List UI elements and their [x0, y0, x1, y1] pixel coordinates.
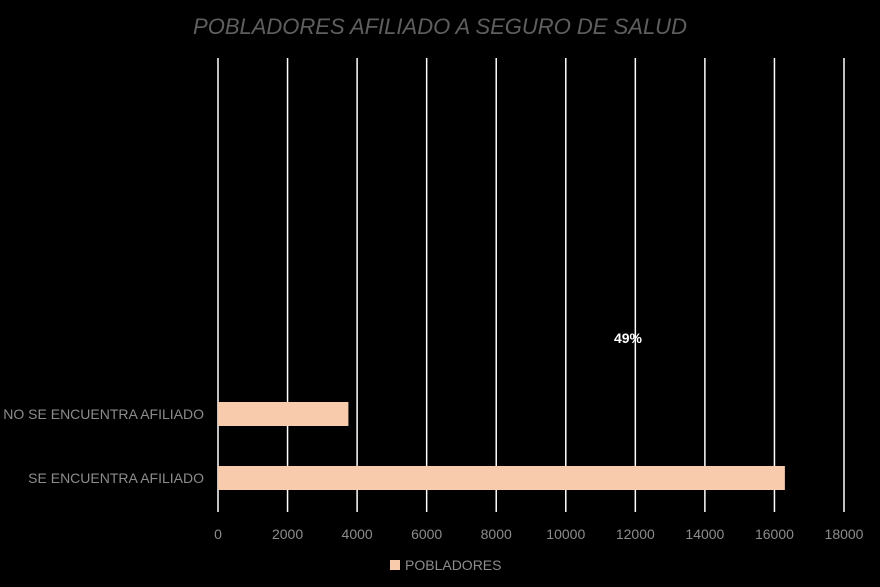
data-annotation: 49% — [614, 330, 643, 346]
legend-label: POBLADORES — [405, 557, 501, 573]
x-tick-label: 0 — [214, 526, 222, 542]
bar — [218, 466, 785, 490]
chart-title: POBLADORES AFILIADO A SEGURO DE SALUD — [193, 14, 687, 39]
x-tick-label: 2000 — [272, 526, 303, 542]
x-tick-label: 10000 — [546, 526, 585, 542]
category-label: SE ENCUENTRA AFILIADO — [28, 470, 204, 486]
category-labels: SE ENCUENTRA AFILIADO NO SE ENCUENTRA AFI… — [3, 406, 204, 486]
x-tick-label: 6000 — [411, 526, 442, 542]
bar — [218, 402, 349, 426]
legend-swatch — [390, 560, 400, 570]
x-tick-label: 4000 — [342, 526, 373, 542]
bars — [218, 402, 785, 490]
x-tick-label: 14000 — [685, 526, 724, 542]
legend: POBLADORES — [390, 557, 501, 573]
x-tick-label: 8000 — [481, 526, 512, 542]
category-label: NO SE ENCUENTRA AFILIADO — [3, 406, 204, 422]
x-tick-label: 18000 — [825, 526, 864, 542]
x-axis-tick-labels: 0 2000 4000 6000 8000 10000 12000 14000 16000 180… — [214, 526, 864, 542]
gridlines — [217, 58, 845, 512]
x-tick-label: 12000 — [616, 526, 655, 542]
x-tick-label: 16000 — [755, 526, 794, 542]
